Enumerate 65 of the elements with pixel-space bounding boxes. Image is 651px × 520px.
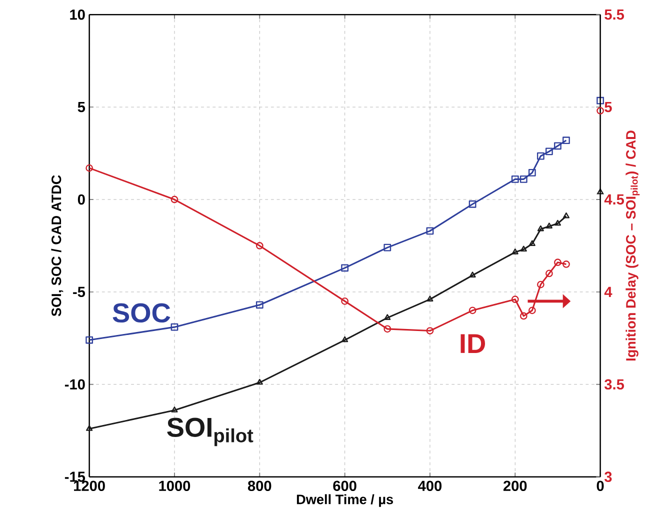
y2-axis-title: Ignition Delay (SOC – SOI$_{pilot}$) / CAD <box>626 130 640 361</box>
y-tick-label: 10 <box>70 10 85 20</box>
series-label: SOI$_{pilot}$ <box>167 418 254 446</box>
point <box>469 272 476 278</box>
y-tick-label: -5 <box>73 286 86 298</box>
y2-tick-label: 4.5 <box>604 194 624 205</box>
point <box>384 314 391 320</box>
series-label: SOC <box>112 303 170 323</box>
point <box>511 296 519 304</box>
point <box>170 196 178 204</box>
point <box>426 227 434 235</box>
point <box>597 188 604 194</box>
x-tick-label: 200 <box>503 480 527 492</box>
x-tick-label: 1000 <box>159 480 190 492</box>
point <box>520 176 528 183</box>
x-tick-label: 1200 <box>74 480 105 492</box>
point <box>86 336 94 344</box>
point <box>546 148 553 156</box>
point <box>468 200 476 208</box>
point <box>468 306 476 314</box>
x-tick-label: 600 <box>333 480 356 492</box>
series-label: ID <box>460 334 486 354</box>
x-axis-title: Dwell Time / µs <box>296 494 394 508</box>
point <box>536 280 544 288</box>
point <box>426 327 434 335</box>
point <box>256 242 264 250</box>
point <box>511 176 519 183</box>
point <box>546 222 552 229</box>
point <box>384 325 392 333</box>
x-tick-label: 400 <box>418 480 442 492</box>
y-tick-label: -10 <box>64 379 85 390</box>
point <box>170 324 178 331</box>
y-tick-label: 5 <box>78 102 86 112</box>
point <box>426 296 434 302</box>
point <box>384 244 392 252</box>
y-tick-label: 0 <box>78 194 85 205</box>
point <box>596 97 604 104</box>
x-tick-label: 800 <box>248 480 272 492</box>
point <box>537 226 544 232</box>
point <box>512 248 518 254</box>
point <box>520 246 527 252</box>
point <box>536 152 544 160</box>
y-axis-title: SOI, SOC / CAD ATDC <box>51 175 64 316</box>
y2-tick-label: 5.5 <box>604 10 624 20</box>
point <box>546 270 553 278</box>
point <box>554 258 562 266</box>
point <box>562 136 570 144</box>
point <box>528 306 536 314</box>
point <box>520 312 528 320</box>
point <box>341 298 348 306</box>
point <box>256 378 263 385</box>
y2-tick-label: 3 <box>604 472 612 482</box>
y2-tick-label: 5 <box>604 102 612 112</box>
point <box>341 264 348 272</box>
point <box>596 107 604 115</box>
point <box>171 406 178 413</box>
point <box>554 142 562 150</box>
point <box>528 169 536 177</box>
point <box>342 336 348 342</box>
point <box>256 301 264 309</box>
point <box>554 220 561 226</box>
y2-tick-label: 4 <box>604 287 612 298</box>
x-tick-label: 0 <box>596 480 604 492</box>
point <box>528 240 536 246</box>
y2-tick-label: 3.5 <box>604 379 624 390</box>
